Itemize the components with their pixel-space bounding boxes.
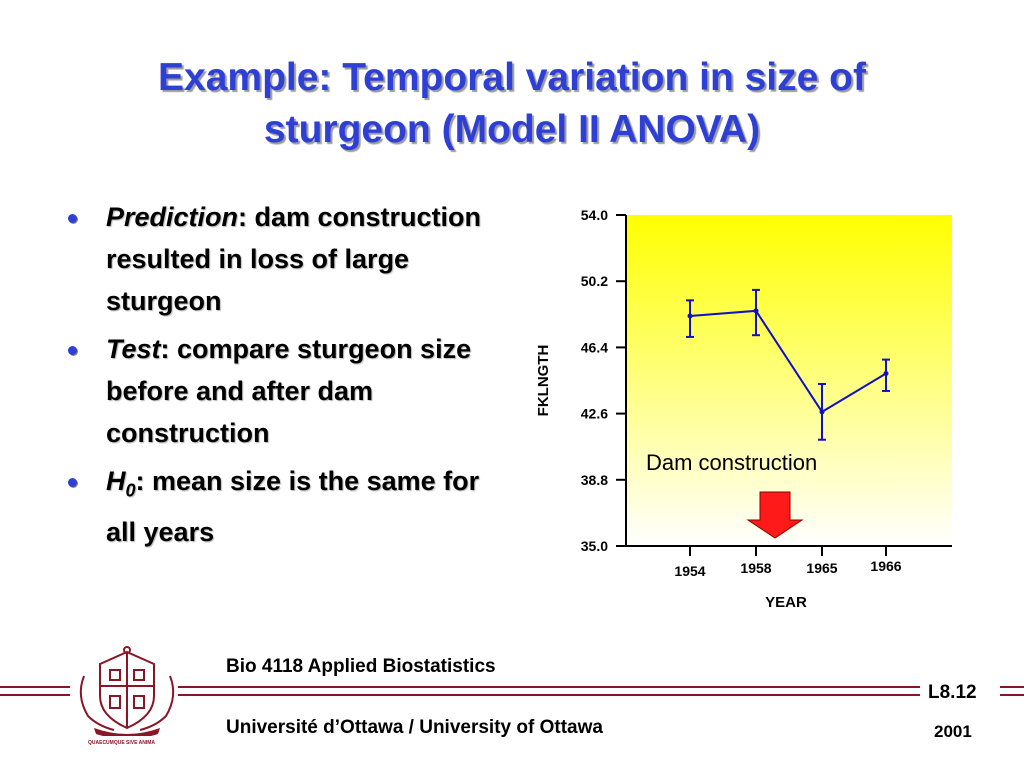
x-tick-label: 1958 xyxy=(740,560,771,576)
data-point xyxy=(883,371,889,377)
footer-rule-mid xyxy=(178,686,920,688)
y-tick-label: 46.4 xyxy=(581,339,608,355)
footer-rule-right xyxy=(1000,686,1024,688)
y-tick-label: 54.0 xyxy=(581,207,608,223)
footer-rule-left xyxy=(0,686,70,688)
bullet-dot-icon xyxy=(68,214,77,223)
size-by-year-chart: 35.0 38.8 42.6 46.4 50.2 54.0 1954 1958 1965 1966… xyxy=(535,207,952,611)
title-line-1: Example: Temporal variation in size of xyxy=(158,56,866,99)
footer-rule-mid-2 xyxy=(178,694,920,696)
y-tick-label: 35.0 xyxy=(581,538,608,554)
data-point xyxy=(819,409,825,415)
data-point xyxy=(687,313,693,319)
axes: 35.0 38.8 42.6 46.4 50.2 54.0 1954 1958 1965 1966 xyxy=(581,207,952,579)
bullet-test: Test: compare sturgeon size before and a… xyxy=(62,328,512,454)
bullet-key-subscript: 0 xyxy=(125,480,136,501)
crest-banner-text: QUAECUMQUE SIVE ANIMA xyxy=(88,740,156,746)
series-line xyxy=(689,309,887,414)
bullet-text: : compare sturgeon size before and after… xyxy=(106,334,472,448)
down-arrow-icon xyxy=(746,491,804,539)
university-name: Université d’Ottawa / University of Otta… xyxy=(226,717,603,738)
x-tick-label: 1965 xyxy=(806,560,837,576)
university-crest-icon xyxy=(79,646,175,736)
arrow-shape xyxy=(746,491,804,539)
bullet-dot-icon xyxy=(68,346,77,355)
y-tick-label: 50.2 xyxy=(581,273,608,289)
footer-rule-left-2 xyxy=(0,694,70,696)
y-tick-label: 38.8 xyxy=(581,472,608,488)
bullet-prediction: Prediction: dam construction resulted in… xyxy=(62,196,512,322)
bullet-text: : mean size is the same for all years xyxy=(106,466,480,548)
footer-rule-right-2 xyxy=(1000,694,1024,696)
lecture-year: 2001 xyxy=(934,722,972,741)
bullet-key: Prediction xyxy=(106,202,239,232)
slide-title: Example: Temporal variation in size of s… xyxy=(40,52,984,156)
bullet-key: Test xyxy=(106,334,161,364)
x-tick-label: 1966 xyxy=(870,558,901,574)
y-tick-label: 42.6 xyxy=(581,406,608,422)
x-tick-label: 1954 xyxy=(674,563,705,579)
dam-construction-annotation: Dam construction xyxy=(646,450,817,475)
bullet-hypothesis: H0: mean size is the same for all years xyxy=(62,460,512,553)
bullet-key: H xyxy=(106,466,126,496)
bullet-list: Prediction: dam construction resulted in… xyxy=(62,196,512,559)
y-axis-label: FKLNGTH xyxy=(535,345,552,417)
data-point xyxy=(753,308,759,314)
course-title: Bio 4118 Applied Biostatistics xyxy=(226,656,496,677)
lecture-code: L8.12 xyxy=(928,682,977,703)
series-group xyxy=(686,288,890,441)
bullet-text: : dam construction resulted in loss of l… xyxy=(106,202,482,316)
title-line-2: sturgeon (Model II ANOVA) xyxy=(263,108,761,151)
bullet-dot-icon xyxy=(68,478,77,487)
plot-background xyxy=(626,215,952,546)
x-axis-label: YEAR xyxy=(765,594,807,611)
